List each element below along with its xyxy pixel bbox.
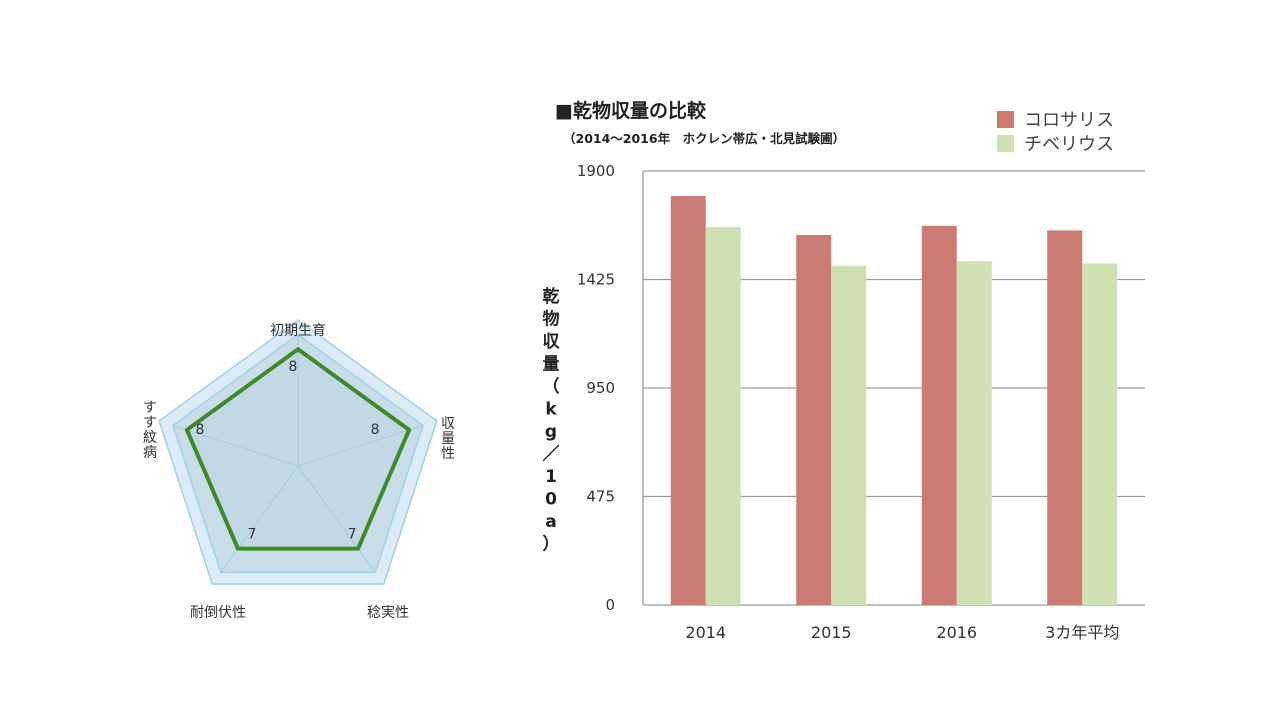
radar-axis-label: 初期生育: [270, 322, 326, 339]
x-tick-label: 3カ年平均: [1045, 623, 1119, 642]
radar-spoke: [297, 465, 376, 573]
radar-value-label: 7: [247, 527, 256, 543]
chart-subtitle: （2014～2016年 ホクレン帯広・北見試験圃）: [563, 131, 845, 146]
legend-label: コロサリス: [1024, 110, 1114, 131]
bar-series1: [796, 234, 832, 606]
x-tick-label: 2014: [685, 623, 726, 642]
bar-series1: [1047, 230, 1083, 606]
radar-axis-label: すす紋病: [143, 400, 157, 461]
radar-value-label: 8: [195, 422, 204, 438]
y-tick-label: 1900: [577, 162, 615, 180]
bar-series2: [705, 226, 741, 605]
bar-series2: [956, 261, 992, 605]
legend-swatch: [997, 111, 1014, 128]
y-tick-label: 475: [586, 488, 615, 506]
radar-spoke: [297, 424, 424, 467]
y-tick-label: 0: [605, 596, 615, 614]
radar-value-label: 8: [371, 422, 380, 438]
radar-data-polygon: [184, 347, 412, 551]
x-tick-label: 2015: [811, 623, 852, 642]
bar-series2: [1082, 263, 1118, 605]
y-axis-label: 乾物収量（ k g ／ 1 0 a）: [543, 286, 561, 555]
bar-series1: [921, 225, 957, 606]
radar-axis-label: 稔実性: [367, 605, 409, 621]
radar-axis-label: 収量性: [441, 416, 455, 462]
legend-swatch: [997, 135, 1014, 152]
bar-series1: [670, 196, 706, 605]
y-tick-label: 950: [586, 379, 615, 397]
x-tick-label: 2016: [936, 623, 977, 642]
chart-title: ■乾物収量の比較: [555, 99, 707, 122]
y-tick-label: 1425: [577, 271, 615, 289]
legend-label: チベリウス: [1024, 134, 1114, 155]
radar-value-label: 8: [289, 359, 298, 375]
radar-value-label: 7: [348, 527, 357, 543]
radar-axis-label: 耐倒伏性: [190, 605, 246, 621]
radar-spoke: [220, 465, 299, 573]
radar-spoke: [172, 424, 299, 467]
bar-series2: [831, 265, 867, 605]
